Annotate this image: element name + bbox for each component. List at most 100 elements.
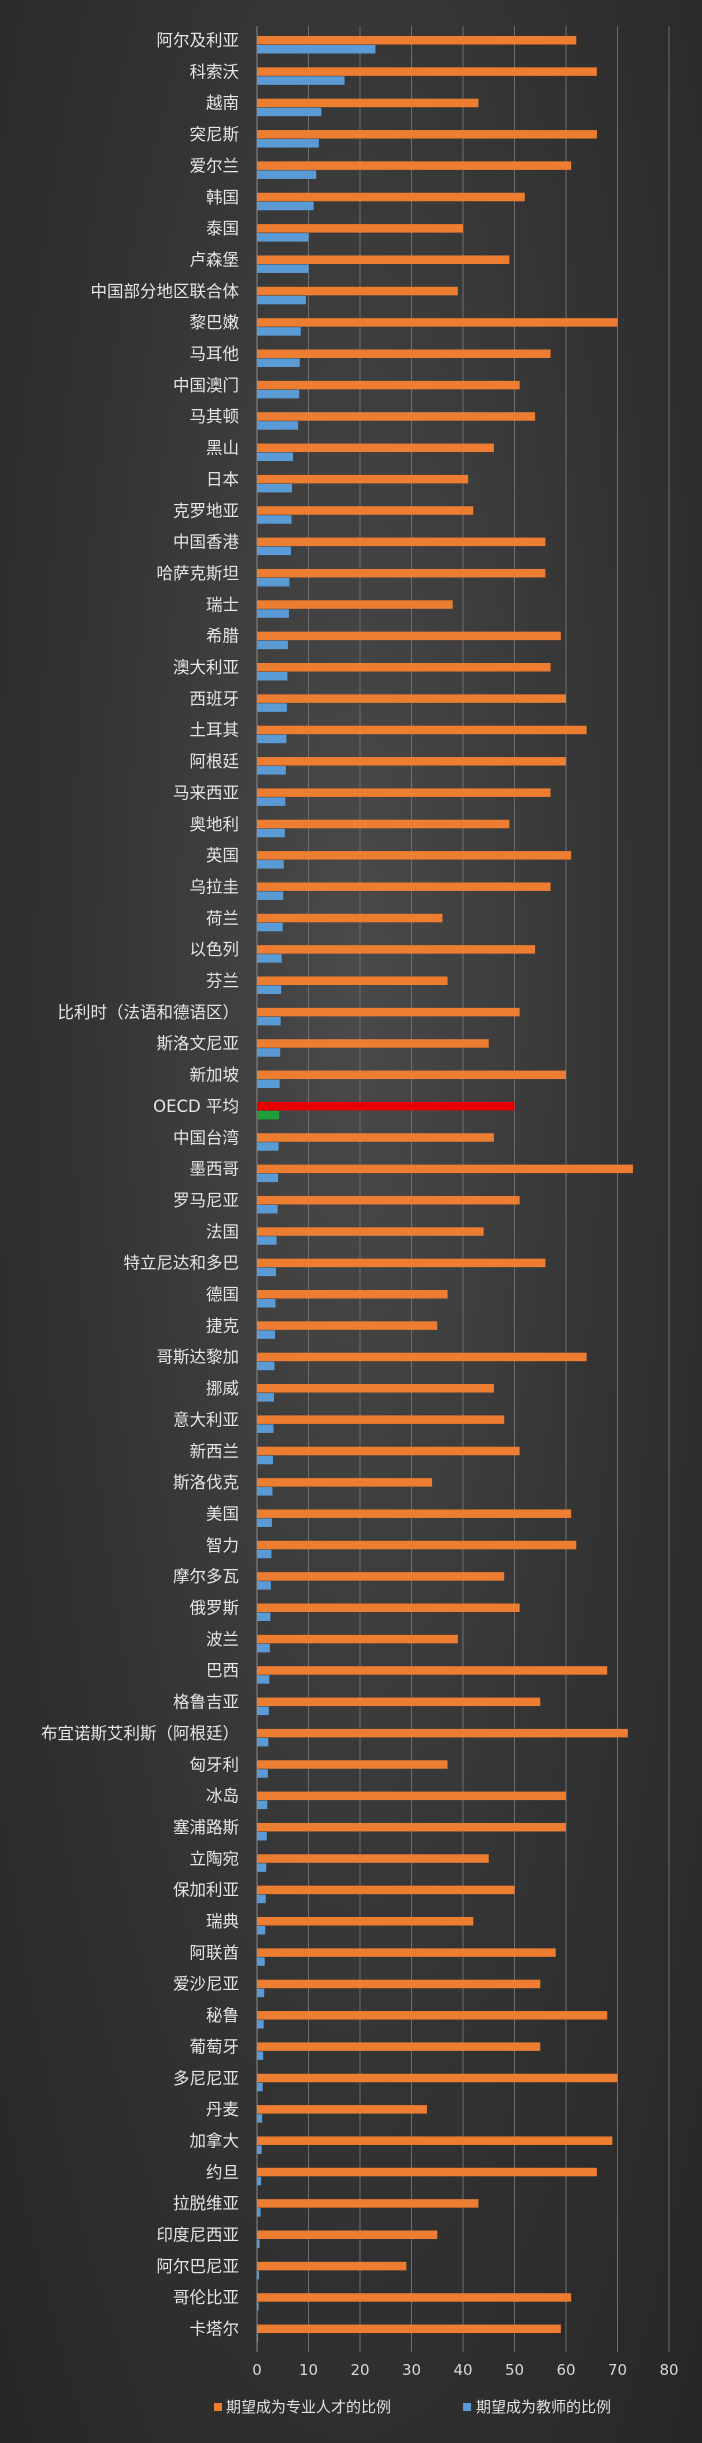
category-label: 澳大利亚	[173, 658, 239, 677]
bar-teacher	[257, 1016, 281, 1026]
category-label: 摩尔多瓦	[173, 1567, 239, 1586]
bar-professional	[257, 1258, 546, 1268]
category-label: 巴西	[206, 1661, 239, 1680]
category-label: 捷克	[206, 1316, 239, 1335]
bar-teacher	[257, 1236, 277, 1245]
bar-teacher	[257, 891, 284, 900]
bar-teacher	[257, 703, 287, 712]
bar-professional	[257, 349, 551, 358]
bar-teacher	[257, 1173, 279, 1183]
bar-teacher	[257, 1079, 280, 1089]
bar-teacher	[257, 2020, 264, 2029]
category-label: 新加坡	[190, 1066, 240, 1085]
bar-professional	[257, 98, 479, 108]
bar-professional	[257, 474, 469, 484]
bar-professional	[257, 1070, 566, 1080]
bar-professional	[257, 1634, 458, 1644]
category-label: 比利时（法语和德语区）	[58, 1003, 240, 1022]
bar-professional	[257, 1540, 577, 1550]
bar-professional	[257, 1290, 448, 1299]
bar-teacher	[257, 1361, 275, 1371]
bar-teacher	[257, 1894, 266, 1904]
bar-teacher	[257, 1549, 272, 1559]
bar-professional	[257, 443, 494, 453]
bar-professional	[257, 2136, 613, 2145]
bar-teacher	[257, 828, 285, 838]
x-tick-label: 30	[402, 2361, 421, 2379]
bar-professional	[257, 506, 474, 515]
bar-professional	[257, 1854, 489, 1863]
category-label: 美国	[206, 1504, 239, 1523]
category-label: 爱尔兰	[190, 156, 240, 175]
bar-teacher	[257, 1769, 268, 1778]
category-label: 斯洛伐克	[173, 1473, 239, 1492]
bar-teacher	[257, 797, 286, 806]
bar-professional	[257, 2261, 407, 2271]
bar-professional	[257, 2199, 479, 2208]
category-label: 印度尼西亚	[157, 2226, 240, 2245]
category-label: 阿尔及利亚	[157, 31, 240, 50]
category-label: 德国	[206, 1285, 239, 1304]
x-tick-label: 70	[608, 2361, 627, 2379]
bar-teacher	[257, 1612, 271, 1621]
category-label: 克罗地亚	[173, 501, 239, 520]
bar-professional	[257, 2230, 438, 2239]
bar-teacher	[257, 389, 300, 399]
bar-teacher	[257, 483, 293, 493]
category-label: 泰国	[206, 219, 239, 238]
legend-swatch-professional	[214, 2403, 222, 2411]
bar-professional	[257, 663, 551, 672]
category-label: 法国	[206, 1222, 239, 1241]
category-label: 墨西哥	[190, 1160, 240, 1179]
bar-teacher	[257, 107, 322, 117]
bar-teacher	[257, 45, 376, 54]
category-label: 土耳其	[190, 721, 240, 740]
category-label: 马其顿	[190, 407, 240, 426]
bar-professional	[257, 1039, 489, 1048]
x-tick-label: 60	[556, 2361, 575, 2379]
bar-professional	[257, 1791, 566, 1801]
bar-teacher	[257, 640, 288, 650]
bar-professional	[257, 568, 546, 578]
bar-teacher	[257, 1800, 268, 1810]
bar-teacher	[257, 2145, 262, 2154]
bar-teacher	[257, 2208, 261, 2217]
category-label: 特立尼达和多巴	[124, 1254, 240, 1273]
bar-professional	[257, 819, 510, 829]
bar-teacher	[257, 2051, 264, 2060]
legend-swatch-teacher	[463, 2403, 471, 2411]
bar-professional	[257, 318, 618, 327]
bar-teacher	[257, 609, 289, 618]
x-axis-tick-labels: 0 10 20 30 40 50 60 70 80	[252, 2361, 678, 2379]
bar-teacher	[257, 1455, 273, 1465]
bar-teacher	[257, 1142, 279, 1151]
category-label: 卢森堡	[190, 250, 240, 269]
bar-professional	[257, 1509, 572, 1518]
bar-professional	[257, 1822, 566, 1832]
bar-professional	[257, 130, 597, 139]
bar-teacher	[257, 1110, 280, 1120]
bar-professional	[257, 1415, 505, 1424]
category-label: 保加利亚	[173, 1881, 239, 1900]
category-label: 乌拉圭	[190, 877, 240, 896]
bar-teacher	[257, 1863, 267, 1872]
bar-professional	[257, 161, 572, 170]
bar-professional	[257, 192, 525, 202]
bar-professional	[257, 757, 566, 766]
category-label: 阿尔巴尼亚	[157, 2257, 240, 2276]
bar-professional	[257, 913, 443, 923]
bar-teacher	[257, 1204, 278, 1214]
bar-professional	[257, 788, 551, 797]
bar-teacher	[257, 1643, 270, 1653]
bar-professional	[257, 725, 587, 735]
bar-professional	[257, 1101, 515, 1111]
legend-label-teacher: 期望成为教师的比例	[476, 2398, 611, 2416]
bar-professional	[257, 2011, 608, 2020]
bar-professional	[257, 2324, 561, 2334]
bar-professional	[257, 976, 448, 985]
bar-professional	[257, 1164, 633, 1174]
category-label: 黎巴嫩	[190, 313, 240, 332]
bar-professional	[257, 67, 597, 76]
bar-teacher	[257, 2176, 262, 2186]
